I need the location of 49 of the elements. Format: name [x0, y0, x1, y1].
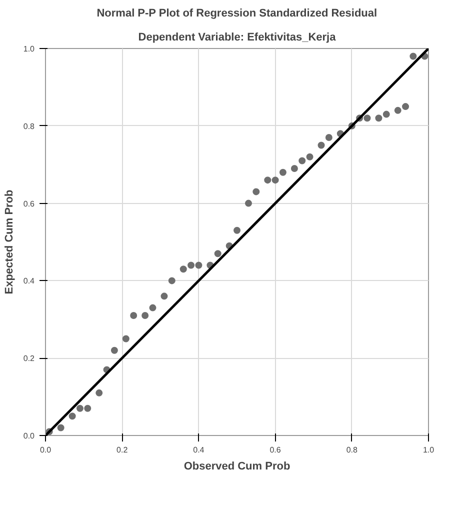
- point: [130, 312, 138, 320]
- point: [122, 335, 130, 342]
- point: [264, 176, 272, 184]
- chart-title: Normal P-P Plot of Regression Standardized Residual: [96, 8, 378, 20]
- point: [180, 266, 187, 273]
- point: [325, 134, 332, 142]
- point: [318, 142, 325, 149]
- point: [279, 168, 286, 176]
- y-tick-label: 0.8: [23, 122, 36, 131]
- x-tick-label: 0.4: [193, 446, 205, 454]
- point: [160, 292, 168, 300]
- point: [57, 424, 64, 432]
- x-tick-label: 0.0: [40, 446, 52, 454]
- x-tick-label: 0.8: [346, 446, 358, 454]
- point: [68, 412, 76, 420]
- y-axis-title: Expected Cum Prob: [3, 189, 16, 294]
- point: [96, 389, 103, 396]
- point: [402, 103, 410, 110]
- point: [306, 153, 314, 160]
- point: [375, 114, 382, 122]
- point: [382, 110, 390, 118]
- y-tick-label: 0.6: [23, 199, 36, 208]
- y-tick-label: 0.0: [23, 432, 36, 440]
- chart-subtitle: Dependent Variable: Efektivitas_Kerja: [138, 32, 337, 44]
- x-tick-label: 1.0: [422, 446, 435, 454]
- point: [410, 52, 417, 60]
- point: [244, 200, 252, 207]
- point: [298, 157, 306, 164]
- x-axis-title: Observed Cum Prob: [184, 460, 290, 472]
- point: [195, 262, 202, 269]
- point: [84, 404, 92, 412]
- x-tick-label: 0.6: [270, 446, 282, 454]
- point: [142, 312, 149, 320]
- point: [188, 262, 195, 269]
- point: [364, 114, 371, 122]
- point: [110, 346, 118, 354]
- point: [394, 106, 402, 114]
- point: [234, 226, 240, 234]
- point: [76, 404, 84, 412]
- y-tick-label: 1.0: [23, 44, 36, 54]
- point: [290, 164, 298, 172]
- point: [272, 176, 279, 184]
- y-tick-label: 0.2: [23, 354, 36, 364]
- point: [168, 277, 176, 284]
- point: [252, 188, 260, 196]
- point: [214, 250, 222, 258]
- point: [149, 304, 156, 312]
- y-tick-label: 0.4: [23, 276, 36, 286]
- x-tick-label: 0.2: [116, 446, 128, 454]
